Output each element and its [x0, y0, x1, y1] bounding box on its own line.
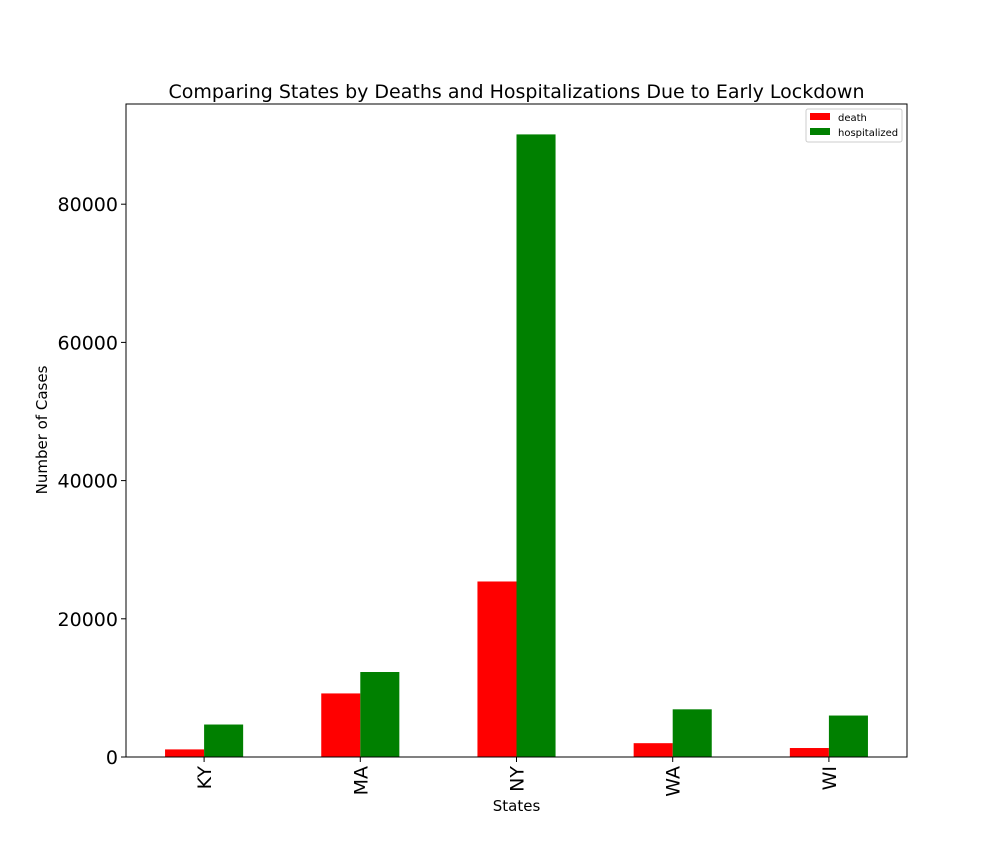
x-tick-label-wi: WI	[819, 766, 841, 790]
legend-swatch-hospitalized	[810, 128, 830, 135]
bar-hospitalized-ma	[360, 672, 400, 757]
bar-death-wa	[633, 743, 673, 757]
y-tick-label-60000: 60000	[58, 332, 118, 354]
y-tick-label-0: 0	[106, 747, 118, 769]
bar-death-wi	[789, 748, 829, 757]
legend-label-hospitalized: hospitalized	[838, 128, 898, 139]
bar-hospitalized-ky	[204, 724, 244, 757]
legend: death hospitalized	[805, 108, 903, 143]
bars-layer	[165, 134, 868, 757]
chart-title: Comparing States by Deaths and Hospitali…	[169, 81, 865, 103]
bar-death-ny	[477, 581, 517, 757]
bar-hospitalized-wa	[672, 709, 712, 757]
bar-hospitalized-ny	[516, 134, 556, 757]
y-tick-label-20000: 20000	[58, 609, 118, 631]
x-tick-label-ky: KY	[194, 766, 216, 790]
axes-layer: KY MA NY WA WI 0 20000 40000 60000 80000	[58, 194, 841, 797]
bar-death-ky	[165, 749, 205, 757]
x-tick-label-ma: MA	[350, 766, 372, 795]
y-axis-label: Number of Cases	[33, 365, 51, 494]
x-tick-label-wa: WA	[663, 766, 685, 797]
y-tick-label-40000: 40000	[58, 471, 118, 493]
legend-label-death: death	[838, 113, 867, 124]
y-tick-label-80000: 80000	[58, 194, 118, 216]
legend-swatch-death	[810, 113, 830, 120]
bar-hospitalized-wi	[828, 715, 868, 757]
x-tick-label-ny: NY	[507, 766, 529, 792]
x-axis-label: States	[493, 797, 541, 815]
bar-death-ma	[321, 693, 361, 757]
